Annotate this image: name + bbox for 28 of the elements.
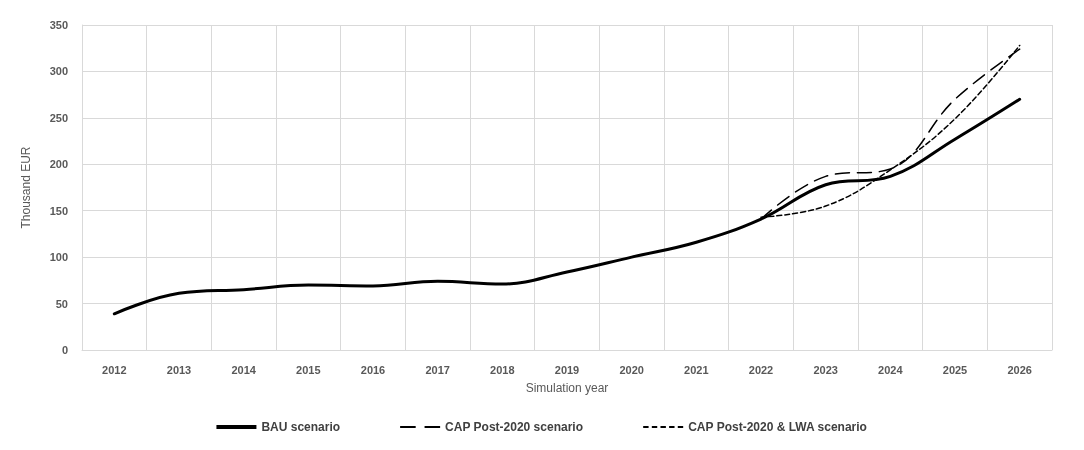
- y-tick-label: 150: [49, 204, 68, 217]
- x-tick-label: 2012: [102, 363, 127, 376]
- x-tick-label: 2019: [554, 363, 580, 376]
- legend-label: CAP Post-2020 & LWA scenario: [688, 420, 867, 434]
- x-tick-label: 2013: [166, 363, 192, 376]
- y-axis-title: Thousand EUR: [19, 146, 33, 229]
- x-tick-label: 2025: [942, 363, 968, 376]
- x-tick-label: 2022: [748, 363, 774, 376]
- x-tick-label: 2015: [296, 363, 321, 376]
- y-tick-label: 250: [49, 111, 68, 124]
- legend-label: CAP Post-2020 scenario: [445, 420, 583, 434]
- legend-label: BAU scenario: [261, 420, 341, 434]
- y-tick-label: 100: [49, 251, 68, 264]
- x-tick-label: 2026: [1007, 363, 1032, 376]
- y-tick-label: 200: [49, 158, 68, 171]
- x-tick-label: 2020: [619, 363, 644, 376]
- x-tick-label: 2018: [490, 363, 515, 376]
- x-tick-label: 2021: [684, 363, 709, 376]
- x-tick-label: 2023: [813, 363, 838, 376]
- x-tick-label: 2016: [360, 363, 386, 376]
- y-tick-label: 300: [49, 65, 68, 78]
- x-tick-label: 2024: [878, 363, 904, 376]
- y-tick-label: 0: [61, 344, 68, 356]
- y-tick-label: 50: [55, 297, 68, 310]
- y-tick-label: 350: [49, 19, 68, 31]
- x-tick-label: 2017: [425, 363, 450, 376]
- x-axis-title: Simulation year: [525, 381, 609, 395]
- x-tick-label: 2014: [231, 363, 257, 376]
